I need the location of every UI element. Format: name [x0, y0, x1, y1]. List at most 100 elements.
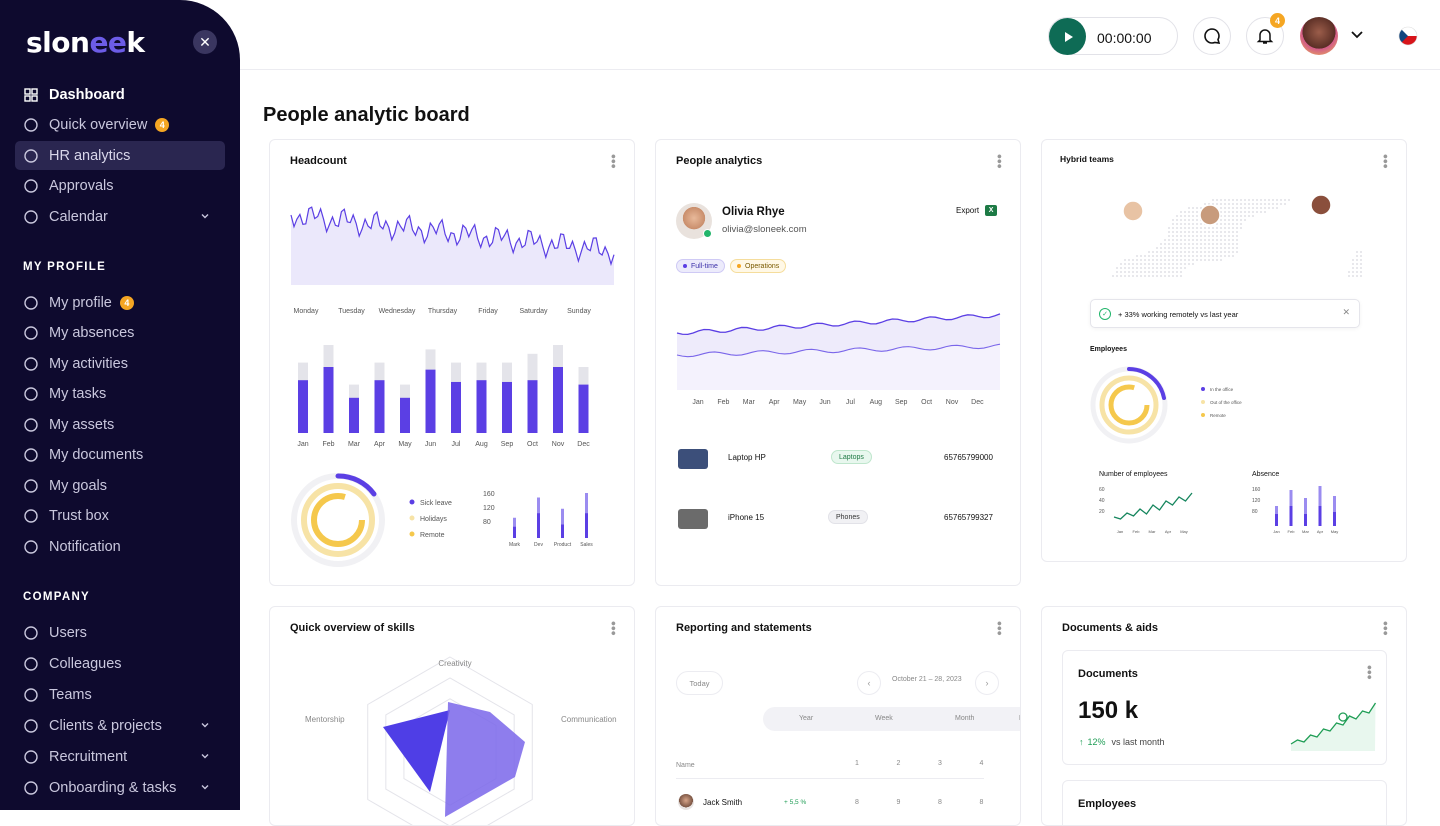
- documents-sparkline: [1290, 702, 1377, 751]
- map-dot: [1232, 203, 1234, 205]
- chat-button[interactable]: [1193, 17, 1231, 55]
- map-dot: [1156, 255, 1158, 257]
- column-header: 3: [938, 760, 942, 767]
- sidebar-item-my-goals[interactable]: My goals: [15, 471, 225, 500]
- map-dot: [1260, 207, 1262, 209]
- tick-label: Mar: [1149, 529, 1157, 534]
- tab-year[interactable]: Year: [799, 715, 814, 722]
- today-button[interactable]: Today: [676, 671, 723, 695]
- sidebar-item-colleagues[interactable]: Colleagues: [15, 649, 225, 678]
- map-dot: [1184, 247, 1186, 249]
- sidebar-item-calendar[interactable]: Calendar: [15, 202, 225, 231]
- donut-sick: [335, 473, 377, 497]
- sidebar-item-teams[interactable]: Teams: [15, 680, 225, 709]
- map-dot: [1172, 243, 1174, 245]
- tick-label: 60: [1099, 487, 1105, 493]
- next-period-button[interactable]: ›: [975, 671, 999, 695]
- prev-period-button[interactable]: ‹: [857, 671, 881, 695]
- sidebar-item-my-assets[interactable]: My assets: [15, 410, 225, 439]
- map-dot: [1124, 271, 1126, 273]
- sidebar-item-notification[interactable]: Notification: [15, 532, 225, 561]
- chevron-down-icon[interactable]: [199, 719, 211, 731]
- tab-day[interactable]: D: [1019, 715, 1020, 722]
- my-assets-icon: [23, 417, 39, 433]
- tab-week[interactable]: Week: [875, 715, 893, 722]
- day-tick-label: Friday: [478, 308, 498, 315]
- sidebar-item-quick-overview[interactable]: Quick overview 4: [15, 111, 225, 140]
- map-dot: [1204, 255, 1206, 257]
- map-dot: [1168, 275, 1170, 277]
- day-tick-label: Sunday: [567, 308, 591, 315]
- close-icon[interactable]: ✕: [1342, 307, 1350, 317]
- map-dot: [1256, 211, 1258, 213]
- month-tick-label: Feb: [717, 399, 729, 406]
- map-dot: [1180, 239, 1182, 241]
- map-dot: [1236, 251, 1238, 253]
- map-dot: [1160, 247, 1162, 249]
- sidebar-item-recruitment[interactable]: Recruitment: [15, 742, 225, 771]
- map-dot: [1228, 215, 1230, 217]
- user-avatar[interactable]: [1300, 17, 1338, 55]
- absence-title: Absence: [1252, 471, 1280, 478]
- map-dot: [1192, 207, 1194, 209]
- chevron-down-icon[interactable]: [1350, 30, 1364, 40]
- sidebar-item-clients-projects[interactable]: Clients & projects: [15, 711, 225, 740]
- map-dot: [1120, 271, 1122, 273]
- sidebar-item-label: My documents: [49, 447, 144, 463]
- asset-row[interactable]: Laptop HP Laptops 65765799000: [656, 445, 1020, 475]
- sidebar-item-onboarding-tasks[interactable]: Onboarding & tasks: [15, 773, 225, 802]
- map-dot: [1232, 207, 1234, 209]
- sidebar-item-my-profile[interactable]: My profile 4: [15, 288, 225, 317]
- map-dot: [1164, 275, 1166, 277]
- mini-tick-label: 80: [483, 519, 491, 526]
- language-flag-icon[interactable]: [1398, 26, 1418, 46]
- map-dot: [1172, 275, 1174, 277]
- map-dot: [1240, 199, 1242, 201]
- play-button[interactable]: [1049, 18, 1086, 55]
- sidebar-item-label: Teams: [49, 686, 92, 703]
- sidebar-item-approvals[interactable]: Approvals: [15, 172, 225, 201]
- notifications-button[interactable]: [1246, 17, 1284, 55]
- more-icon[interactable]: •••: [1378, 621, 1394, 636]
- bar-value: [578, 384, 589, 433]
- chevron-down-icon[interactable]: [199, 781, 211, 793]
- map-dot: [1180, 247, 1182, 249]
- legend-dot: [1201, 387, 1205, 391]
- map-dot: [1240, 211, 1242, 213]
- sidebar-item-trust-box[interactable]: Trust box: [15, 502, 225, 531]
- chevron-down-icon[interactable]: [199, 210, 211, 222]
- map-dot: [1360, 271, 1362, 273]
- map-dot: [1356, 267, 1358, 269]
- map-dot: [1156, 267, 1158, 269]
- employee-email: olivia@sloneek.com: [722, 224, 807, 235]
- sidebar-item-hr-analytics[interactable]: HR analytics: [15, 141, 225, 170]
- bar-value: [374, 380, 385, 433]
- map-dot: [1148, 259, 1150, 261]
- logo[interactable]: sloneek: [26, 26, 145, 59]
- time-tracker[interactable]: 00:00:00: [1048, 17, 1178, 55]
- map-dot: [1212, 203, 1214, 205]
- map-dot: [1268, 199, 1270, 201]
- sidebar-item-my-activities[interactable]: My activities: [15, 349, 225, 378]
- month-tick-label: Apr: [374, 441, 386, 448]
- export-button[interactable]: Export X: [956, 205, 998, 216]
- sidebar-item-users[interactable]: Users: [15, 618, 225, 647]
- sidebar-item-my-tasks[interactable]: My tasks: [15, 380, 225, 409]
- asset-row[interactable]: iPhone 15 Phones 65765799327: [656, 505, 1020, 535]
- tab-month[interactable]: Month: [955, 715, 975, 722]
- close-sidebar-button[interactable]: ✕: [193, 30, 217, 54]
- tick-label: Feb: [1133, 529, 1141, 534]
- sidebar-item-label: My assets: [49, 416, 115, 433]
- chevron-down-icon[interactable]: [199, 750, 211, 762]
- mini-cat-label: Mark: [509, 542, 521, 548]
- sidebar-item-my-documents[interactable]: My documents: [15, 441, 225, 470]
- sidebar-item-my-absences[interactable]: My absences: [15, 319, 225, 348]
- hr-analytics-icon: [23, 148, 39, 164]
- sidebar-item-dashboard[interactable]: Dashboard: [15, 80, 225, 109]
- month-tick-label: Mar: [348, 441, 361, 448]
- row-value: 8: [938, 799, 942, 806]
- map-dot: [1160, 259, 1162, 261]
- more-icon[interactable]: •••: [992, 621, 1008, 636]
- map-dot: [1228, 199, 1230, 201]
- map-dot: [1196, 239, 1198, 241]
